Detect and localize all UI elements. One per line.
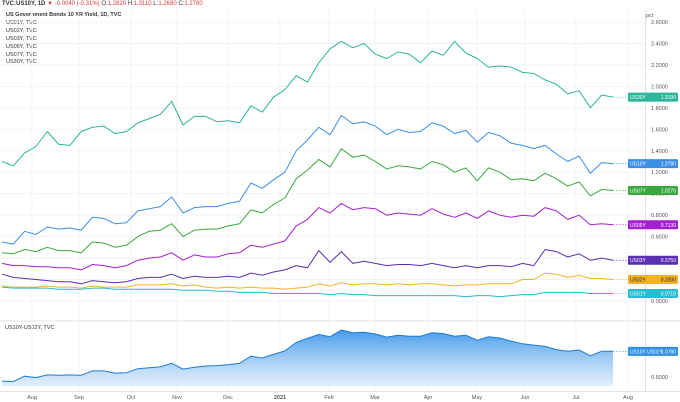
badge-value: 1.9190 — [661, 95, 677, 101]
y-tick-label: 2.0000 — [651, 84, 668, 90]
badge-symbol: US10Y — [630, 162, 647, 168]
spread-line — [1, 329, 613, 383]
x-tick-label: Aug — [27, 395, 37, 401]
y-tick-label: 2.4000 — [651, 41, 668, 47]
badge-symbol: US05Y — [630, 223, 647, 229]
header-low: 1.2680 — [158, 1, 177, 7]
y-tick-label: 1.6000 — [651, 127, 668, 133]
badge-symbol: US10Y US02Y — [630, 349, 664, 355]
y-tick-label: 0.0000 — [651, 299, 668, 305]
badge-symbol: US30Y — [630, 95, 647, 101]
badge-value: 0.3750 — [661, 258, 677, 264]
legend-item-us03y[interactable]: US03Y, TVC — [6, 35, 37, 42]
y-tick-label: 2.2000 — [651, 63, 668, 69]
x-tick-label: Nov — [172, 395, 182, 401]
badge-value: 1.0270 — [661, 188, 677, 194]
x-tick-label: Mar — [370, 395, 380, 401]
x-tick-label: Feb — [324, 395, 333, 401]
badge-value: 0.0710 — [661, 291, 677, 297]
last-value-badge-us01y: US01Y 0.0710 — [613, 288, 678, 298]
badge-value: 1.0780 — [661, 349, 677, 355]
x-tick-label: 2021 — [274, 395, 286, 401]
header-close-label: C: — [178, 1, 185, 7]
legend-item-us02y[interactable]: US02Y, TVC — [6, 27, 37, 34]
badge-value: 0.2000 — [661, 278, 677, 284]
badge-bg — [628, 159, 678, 169]
legend-item-us05y[interactable]: US05Y, TVC — [6, 43, 37, 50]
y-tick-label: 1.4000 — [651, 149, 668, 155]
y-tick-label: 2.6000 — [651, 20, 668, 26]
x-tick-label: Jun — [521, 395, 530, 401]
series-line-us30y — [1, 40, 614, 167]
y-tick-label: 1.2000 — [651, 170, 668, 176]
badge-symbol: US02Y — [630, 278, 647, 284]
chart-header: TVC:US10Y, 1D ▼ -0.0040 (-0.31%) O:1.282… — [0, 0, 680, 9]
x-tick-label: Dec — [223, 395, 233, 401]
header-change: ▼ -0.0040 (-0.31%) — [47, 1, 100, 7]
legend-title: US Government Bonds 10 YR Yield, 1D, TVC — [6, 12, 122, 18]
grid — [0, 10, 645, 391]
header-symbol: TVC:US10Y, 1D — [2, 1, 46, 7]
badge-value: 1.2780 — [661, 162, 677, 168]
series-line-us02y — [1, 272, 614, 290]
series-line-us07y — [1, 148, 614, 255]
header-open: 1.2820 — [107, 1, 127, 7]
badge-symbol: US03Y — [630, 258, 647, 264]
badge-value: 0.7130 — [661, 223, 677, 229]
spread-panel-label: US10Y-US02Y, TVC — [5, 325, 55, 331]
x-tick-label: Aug — [623, 395, 633, 401]
legend-item-us07y[interactable]: US07Y, TVC — [6, 51, 37, 58]
badge-bg — [628, 255, 678, 265]
axis-unit-label: pct — [646, 13, 654, 19]
y-tick-label: 1.8000 — [651, 106, 668, 112]
badge-symbol: US07Y — [630, 188, 647, 194]
x-tick-label: Apr — [424, 395, 433, 401]
header-close: 1.2780 — [184, 1, 203, 7]
series-line-us05y — [1, 202, 614, 271]
x-tick-label: Sep — [74, 395, 84, 401]
legend-item-us30y[interactable]: US30Y, TVC — [6, 59, 37, 66]
badge-bg — [628, 220, 678, 230]
x-tick-label: Oct — [127, 395, 136, 401]
last-value-badge-us03y: US03Y 0.3750 — [613, 255, 678, 265]
series-legend: US Government Bonds 10 YR Yield, 1D, TVC… — [6, 12, 121, 67]
y-tick-label: 0.6000 — [651, 235, 668, 241]
series-line-us10y — [1, 114, 614, 245]
header-open-label: O: — [101, 1, 108, 7]
y-tick-label: 0.8000 — [651, 213, 668, 219]
badge-bg — [628, 288, 678, 298]
last-value-badge-us30y: US30Y 1.9190 — [613, 92, 678, 102]
last-value-badge-us07y: US07Y 1.0270 — [613, 185, 678, 195]
last-value-badge-us10y: US10Y 1.2780 — [613, 159, 678, 169]
series-line-us01y — [1, 286, 613, 298]
badge-bg — [628, 92, 678, 102]
x-tick-label: Jul — [572, 395, 579, 401]
spread-y-tick-label: 0.5000 — [651, 375, 668, 381]
x-tick-label: May — [472, 395, 483, 401]
series-line-us03y — [1, 249, 614, 285]
badge-bg — [628, 275, 678, 285]
spread-area — [2, 330, 613, 386]
badge-bg — [628, 185, 678, 195]
last-value-badge-us02y: US02Y 0.2000 — [613, 275, 678, 285]
header-high: 1.3110 — [133, 1, 152, 7]
last-value-badge-us05y: US05Y 0.7130 — [613, 220, 678, 230]
legend-item-us01y[interactable]: US01Y, TVC — [6, 19, 37, 26]
header-high-label: H: — [127, 1, 134, 7]
badge-symbol: US01Y — [630, 291, 647, 297]
header-low-label: L: — [153, 1, 159, 7]
badge-bg — [628, 346, 678, 356]
